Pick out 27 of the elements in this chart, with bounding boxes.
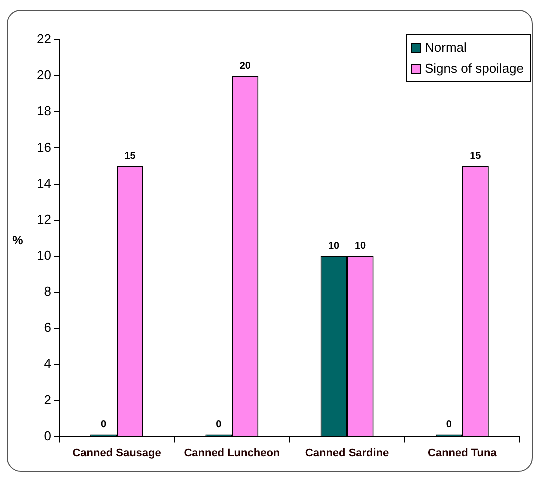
y-axis-title: % [12,234,24,248]
x-tick-label: Canned Sardine [305,447,390,460]
data-label: 0 [101,420,108,431]
data-label: 15 [470,151,482,162]
y-tick-label: 2 [44,392,52,408]
x-tick-label: Canned Tuna [428,447,498,460]
data-label: 0 [446,420,452,431]
data-label: 10 [354,241,367,252]
y-tick-label: 6 [44,320,52,336]
y-tick-label: 14 [36,176,52,191]
y-tick-label: 12 [36,212,52,227]
y-tick-label: 0 [44,428,52,444]
data-label: 15 [124,151,136,162]
y-tick-label: 20 [36,68,52,83]
data-label: 0 [216,420,222,431]
y-tick-label: 22 [36,32,52,47]
x-tick-label: Canned Sausage [72,447,162,460]
x-tick-label: Canned Luncheon [184,447,280,460]
data-label: 10 [328,241,340,252]
y-tick-label: 16 [36,140,52,155]
legend-label: Normal [425,39,467,57]
data-label: 20 [240,60,252,72]
y-tick-label: 18 [36,104,52,119]
y-tick-label: 8 [44,284,52,300]
legend-label: Signs of spoilage [425,60,524,78]
y-tick-label: 10 [36,248,52,264]
y-tick-label: 4 [44,356,52,372]
